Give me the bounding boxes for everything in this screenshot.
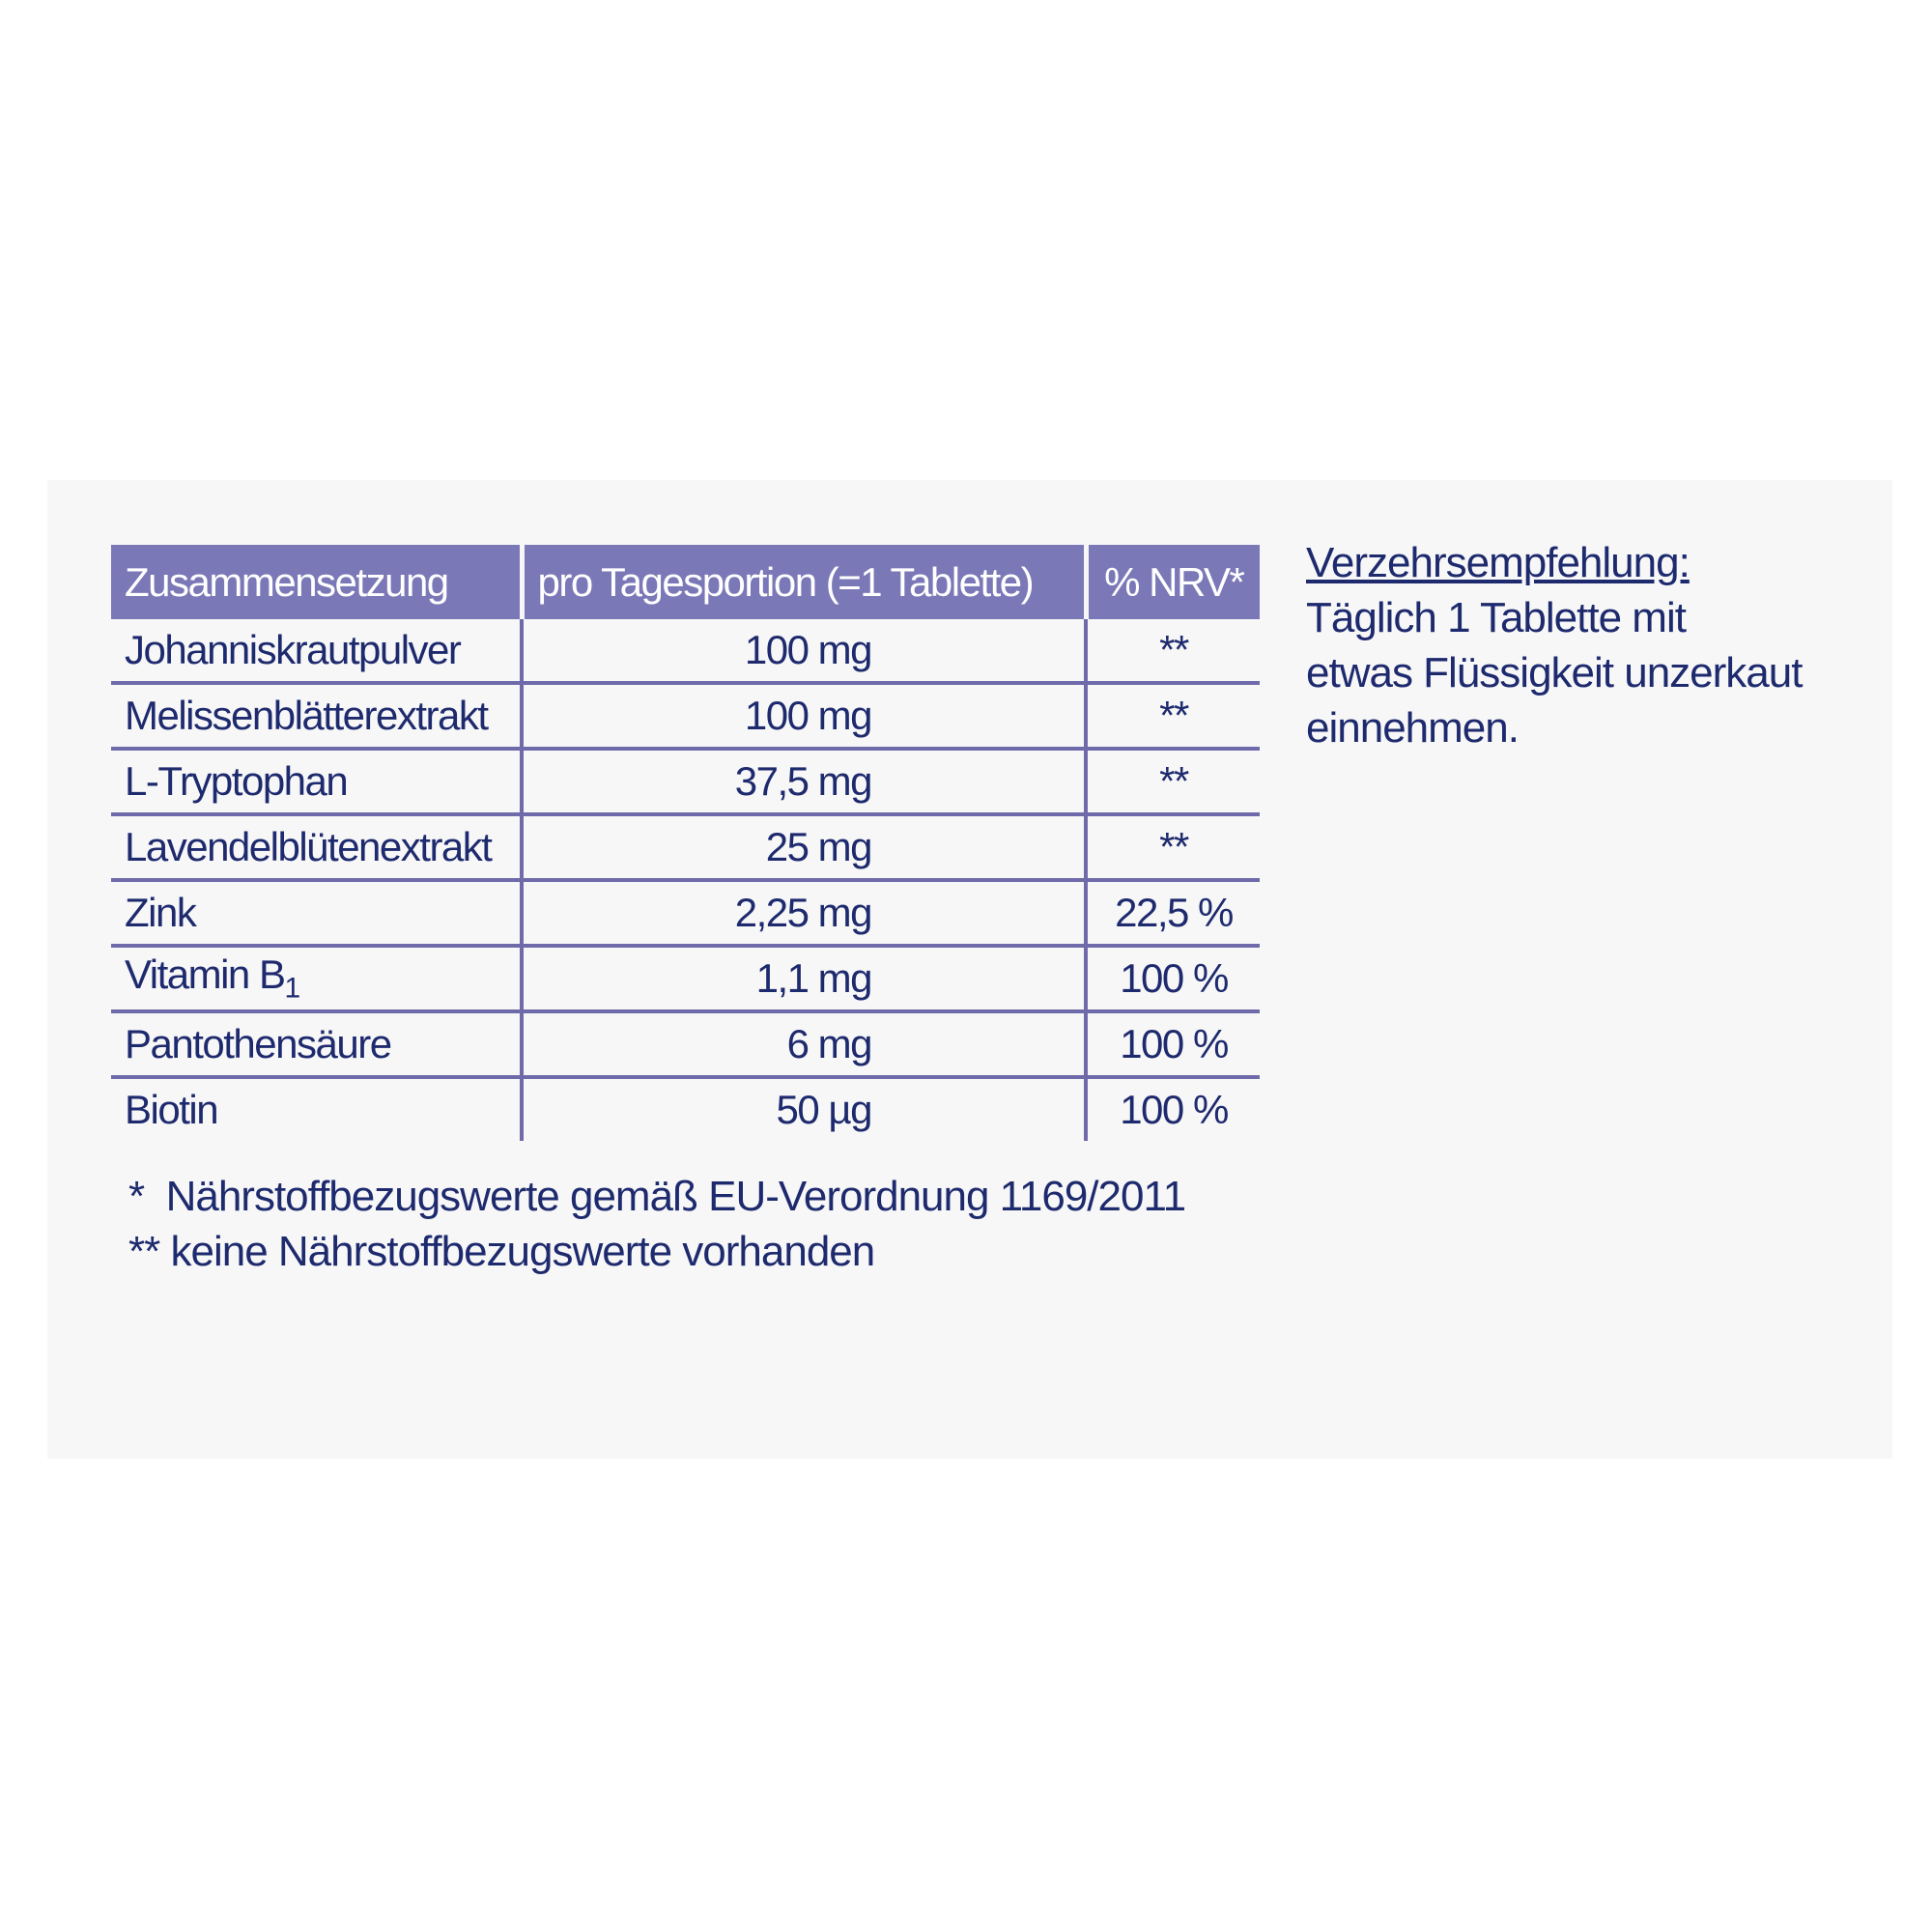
table-cell: 50 µg <box>522 1077 1088 1141</box>
recommendation-line: etwas Flüssigkeit unzerkaut <box>1306 649 1803 696</box>
recommendation-title: Verzehrsempfehlung: <box>1306 539 1690 586</box>
table-cell: 100 mg <box>522 683 1088 751</box>
table-row: Biotin 50 µg 100 % <box>111 1077 1260 1141</box>
table-cell: 100 % <box>1086 946 1260 1013</box>
footnotes: * Nährstoffbezugswerte gemäß EU-Verordnu… <box>128 1169 1186 1279</box>
table-cell: Melissenblätterextrakt <box>111 683 524 751</box>
table-row: Vitamin B1 1,1 mg 100 % <box>111 946 1260 1013</box>
table-row: Johanniskrautpulver 100 mg ** <box>111 619 1260 685</box>
table-cell: Johanniskrautpulver <box>111 619 524 685</box>
table-row: Lavendelblütenextrakt 25 mg ** <box>111 814 1260 882</box>
table-cell: Pantothensäure <box>111 1011 524 1079</box>
table-cell: 37,5 mg <box>522 749 1088 816</box>
table-row: L-Tryptophan 37,5 mg ** <box>111 749 1260 816</box>
table-cell: 1,1 mg <box>522 946 1088 1013</box>
cell-text: Vitamin B <box>125 952 286 998</box>
recommendation: Verzehrsempfehlung: Täglich 1 Tablette m… <box>1306 535 1803 755</box>
table-cell: ** <box>1086 814 1260 882</box>
table-cell: Lavendelblütenextrakt <box>111 814 524 882</box>
table-cell: 6 mg <box>522 1011 1088 1079</box>
table-cell: L-Tryptophan <box>111 749 524 816</box>
table-cell: 100 % <box>1086 1011 1260 1079</box>
header-cell: Zusammensetzung <box>111 545 525 619</box>
table-cell: 2,25 mg <box>522 880 1088 948</box>
header-cell: % NRV* <box>1086 545 1260 619</box>
footnote: ** keine Nährstoffbezugswerte vorhanden <box>128 1228 875 1275</box>
table-cell: ** <box>1086 619 1260 685</box>
table-cell: 25 mg <box>522 814 1088 882</box>
nutrition-table: Zusammensetzung pro Tagesportion (=1 Tabl… <box>111 545 1260 1141</box>
table-cell: Biotin <box>111 1077 524 1141</box>
table-row: Pantothensäure 6 mg 100 % <box>111 1011 1260 1079</box>
table-cell: ** <box>1086 683 1260 751</box>
table-cell: Zink <box>111 880 524 948</box>
subscript: 1 <box>284 972 300 1005</box>
header-cell: pro Tagesportion (=1 Tablette) <box>522 545 1089 619</box>
footnote: * Nährstoffbezugswerte gemäß EU-Verordnu… <box>128 1173 1186 1220</box>
table-cell: Vitamin B1 <box>111 946 524 1013</box>
table-row: Melissenblätterextrakt 100 mg ** <box>111 683 1260 751</box>
table-row: Zink 2,25 mg 22,5 % <box>111 880 1260 948</box>
table-cell: 100 % <box>1120 1087 1229 1132</box>
table-cell: 100 mg <box>522 619 1088 685</box>
recommendation-line: einnehmen. <box>1306 704 1520 752</box>
header-row: Zusammensetzung pro Tagesportion (=1 Tabl… <box>111 545 1260 619</box>
table-cell: ** <box>1086 749 1260 816</box>
table-cell: 22,5 % <box>1086 880 1260 948</box>
recommendation-line: Täglich 1 Tablette mit <box>1306 594 1687 641</box>
